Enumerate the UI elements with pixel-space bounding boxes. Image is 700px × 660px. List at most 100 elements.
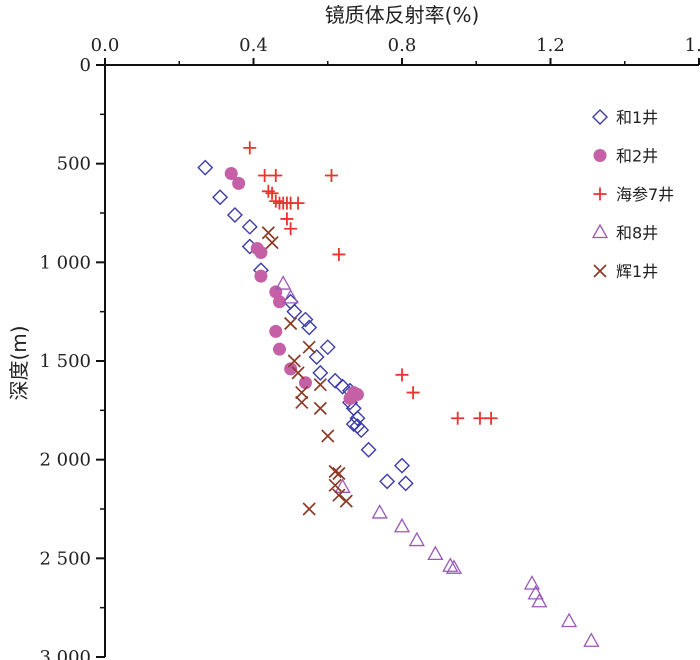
data-point <box>360 441 377 458</box>
data-point <box>334 378 351 395</box>
legend-item: 辉1井 <box>593 262 658 281</box>
legend-marker <box>593 187 607 201</box>
data-point <box>328 478 342 492</box>
legend-marker <box>592 109 608 125</box>
series-2 <box>224 167 364 405</box>
y-tick-label: 1 500 <box>39 351 91 372</box>
x-tick-label: 1.6 <box>685 35 700 56</box>
data-point <box>272 342 286 356</box>
x-axis-title: 镜质体反射率(%) <box>325 3 480 27</box>
data-point <box>298 376 312 390</box>
data-point <box>226 206 243 223</box>
data-point <box>445 559 463 574</box>
data-point <box>395 368 409 382</box>
data-point <box>397 475 414 492</box>
data-point <box>379 473 396 490</box>
data-point <box>484 411 498 425</box>
data-point <box>349 410 366 427</box>
data-point <box>328 464 342 479</box>
legend-item: 海参7井 <box>593 185 674 204</box>
y-tick-label: 2 500 <box>39 548 91 569</box>
data-point <box>301 319 318 336</box>
data-point <box>408 531 425 547</box>
y-axis-title: 深度(m) <box>7 325 31 400</box>
legend-item: 和8井 <box>591 223 658 243</box>
legend-item: 和1井 <box>592 108 658 127</box>
data-point <box>280 212 294 226</box>
data-point <box>560 612 578 628</box>
x-tick-label: 1.2 <box>536 35 565 56</box>
data-point <box>451 411 465 425</box>
plot-points <box>197 141 600 647</box>
y-tick-label: 500 <box>57 154 91 175</box>
data-point <box>473 411 487 425</box>
data-point <box>295 385 309 400</box>
data-point <box>284 316 298 331</box>
data-point <box>258 169 272 183</box>
legend-marker <box>593 149 607 162</box>
data-point <box>197 159 214 176</box>
data-point <box>442 557 459 572</box>
data-point <box>339 494 353 508</box>
data-point <box>232 176 246 190</box>
data-point <box>327 372 344 389</box>
data-point <box>224 167 238 181</box>
data-point <box>427 545 444 561</box>
data-point <box>291 196 305 210</box>
data-point <box>291 366 305 380</box>
y-tick-label: 3 000 <box>39 647 91 660</box>
data-point <box>531 592 548 608</box>
y-tick-label: 2 000 <box>39 450 91 471</box>
data-point <box>243 141 257 155</box>
data-point <box>527 585 544 600</box>
series-3 <box>243 141 498 425</box>
data-point <box>287 354 301 368</box>
legend-label: 和2井 <box>616 147 658 166</box>
legend-label: 海参7井 <box>616 185 674 204</box>
data-point <box>345 416 362 433</box>
data-point <box>302 502 316 516</box>
data-point <box>284 362 298 376</box>
legend-label: 和8井 <box>616 224 658 243</box>
axes: 0.0 0.4 0.8 1.2 1.6 0 500 1 000 1 500 2 000 2 500 3… <box>39 35 700 660</box>
data-point <box>308 349 325 366</box>
legend-label: 辉1井 <box>616 262 658 281</box>
data-point <box>350 388 364 402</box>
data-point <box>324 169 338 183</box>
x-tick-label: 0.8 <box>388 35 417 56</box>
data-point <box>583 632 600 647</box>
data-point <box>523 575 541 590</box>
series-4 <box>275 275 600 647</box>
data-point <box>353 422 370 439</box>
data-point <box>282 289 299 304</box>
data-point <box>371 504 388 519</box>
data-point <box>297 311 314 328</box>
data-point <box>313 378 327 392</box>
data-point <box>212 189 229 206</box>
data-point <box>332 488 346 502</box>
data-point <box>265 235 279 250</box>
data-point <box>332 247 346 261</box>
data-point <box>302 340 316 354</box>
y-tick-label: 1 000 <box>39 252 91 273</box>
legend-item: 和2井 <box>593 147 658 166</box>
series-1 <box>197 159 414 492</box>
data-point <box>275 275 292 290</box>
y-tick-label: 0 <box>80 55 91 76</box>
data-point <box>284 222 298 236</box>
series-5 <box>261 226 353 516</box>
data-point <box>272 295 286 309</box>
x-tick-label: 0.4 <box>239 35 268 56</box>
legend-marker <box>591 223 609 239</box>
data-point <box>241 218 258 235</box>
data-point <box>254 269 268 283</box>
x-tick-label: 0.0 <box>91 35 120 56</box>
data-point <box>265 186 279 200</box>
data-point <box>321 429 335 443</box>
data-point <box>295 395 309 410</box>
legend-label: 和1井 <box>616 108 658 127</box>
data-point <box>313 401 327 415</box>
data-point <box>312 364 329 381</box>
